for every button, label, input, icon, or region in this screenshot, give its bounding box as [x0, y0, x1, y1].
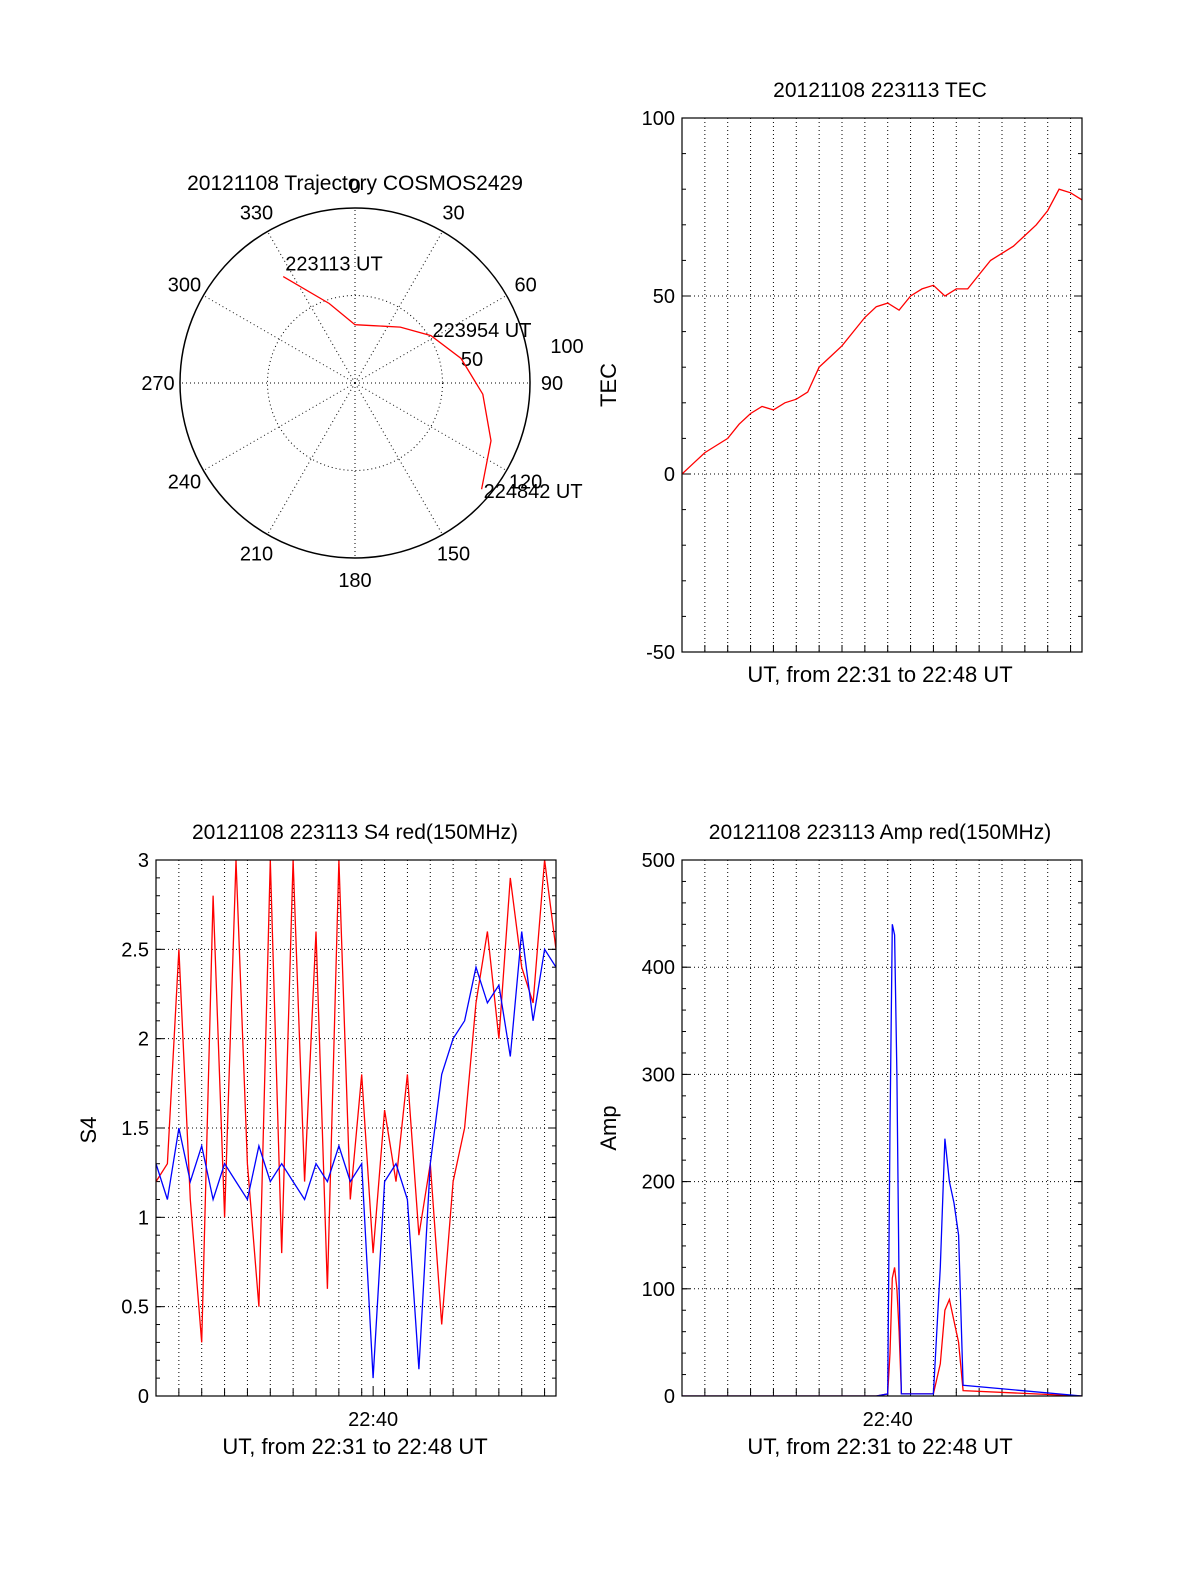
series-line-red [682, 188, 1082, 475]
y-tick-label: 0 [138, 1386, 149, 1408]
azimuth-label: 150 [437, 544, 470, 566]
s4-y-axis-label: S4 [76, 1117, 101, 1144]
tec-title: 20121108 223113 TEC [773, 79, 987, 102]
time-annotation: 223113 UT [285, 254, 382, 276]
y-tick-label: 400 [642, 957, 675, 979]
y-tick-label: 300 [642, 1064, 675, 1086]
polar-spoke [267, 382, 356, 535]
y-tick-label: 500 [642, 850, 675, 872]
y-tick-label: 0 [664, 464, 675, 486]
series-line-red [156, 860, 556, 1343]
polar-title: 20121108 Trajectory COSMOS2429 [187, 172, 523, 195]
time-annotation: 223954 UT [432, 320, 531, 342]
y-tick-label: 50 [653, 286, 675, 308]
polar-inner-circle [267, 295, 443, 471]
tec-x-axis-label: UT, from 22:31 to 22:48 UT [747, 662, 1012, 687]
azimuth-label: 330 [240, 202, 273, 224]
time-annotation: 224842 UT [484, 481, 583, 503]
y-tick-label: -50 [646, 642, 675, 664]
y-tick-label: 100 [642, 108, 675, 130]
polar-outer-circle [179, 207, 531, 559]
amp-panel: 20121108 223113 Amp red(150MHz) UT, from… [596, 821, 1083, 1459]
azimuth-label: 300 [168, 275, 201, 297]
trajectory-line [282, 276, 492, 490]
s4-title: 20121108 223113 S4 red(150MHz) [192, 821, 518, 844]
y-tick-label: 0 [664, 1386, 675, 1408]
s4-x-axis-label: UT, from 22:31 to 22:48 UT [222, 1434, 487, 1459]
tec-panel: 20121108 223113 TEC UT, from 22:31 to 22… [596, 79, 1083, 687]
azimuth-label: 180 [338, 570, 371, 592]
amp-plot-area: 0 100 200 300 400 500 22:40 [642, 850, 1083, 1431]
amp-y-axis-label: Amp [596, 1105, 621, 1150]
radial-label: 50 [461, 349, 483, 371]
x-tick-label: 22:40 [863, 1409, 913, 1431]
plot-frame [681, 859, 1083, 1397]
polar-spoke [354, 382, 443, 535]
series-line-blue [682, 924, 1082, 1396]
x-tick-label: 22:40 [348, 1409, 398, 1431]
polar-trajectory-panel: 20121108 Trajectory COSMOS2429 0 30 60 90 12… [141, 172, 583, 592]
tec-y-axis-label: TEC [596, 363, 621, 407]
plot-frame [155, 859, 557, 1397]
y-tick-label: 0.5 [121, 1297, 149, 1319]
tec-plot-area: -50 0 50 100 [642, 108, 1083, 664]
plot-frame [681, 117, 1083, 653]
azimuth-label: 0 [349, 176, 360, 198]
azimuth-label: 120 [509, 472, 542, 494]
radial-label: 100 [550, 336, 583, 358]
series-line-red [682, 1267, 1082, 1396]
azimuth-label: 30 [442, 202, 464, 224]
azimuth-label: 90 [541, 373, 563, 395]
azimuth-label: 240 [168, 472, 201, 494]
y-tick-label: 2.5 [121, 939, 149, 961]
y-tick-label: 200 [642, 1172, 675, 1194]
y-tick-label: 3 [138, 850, 149, 872]
y-tick-label: 1.5 [121, 1118, 149, 1140]
polar-grid: 0 30 60 90 120 150 180 210 240 270 300 330 50 100 [141, 176, 583, 592]
y-tick-label: 100 [642, 1279, 675, 1301]
polar-trajectory-plot: 223113 UT 223954 UT 224842 UT [282, 254, 583, 503]
y-tick-label: 1 [138, 1207, 149, 1229]
polar-spoke [354, 382, 507, 471]
y-tick-label: 2 [138, 1029, 149, 1051]
s4-plot-area: 0 0.5 1 1.5 2 2.5 3 22:40 [121, 850, 557, 1431]
amp-x-axis-label: UT, from 22:31 to 22:48 UT [747, 1434, 1012, 1459]
series-line-blue [156, 931, 556, 1379]
s4-panel: 20121108 223113 S4 red(150MHz) UT, from … [76, 821, 557, 1459]
azimuth-label: 210 [240, 544, 273, 566]
amp-title: 20121108 223113 Amp red(150MHz) [709, 821, 1051, 844]
azimuth-label: 270 [141, 373, 174, 395]
azimuth-label: 60 [514, 275, 536, 297]
